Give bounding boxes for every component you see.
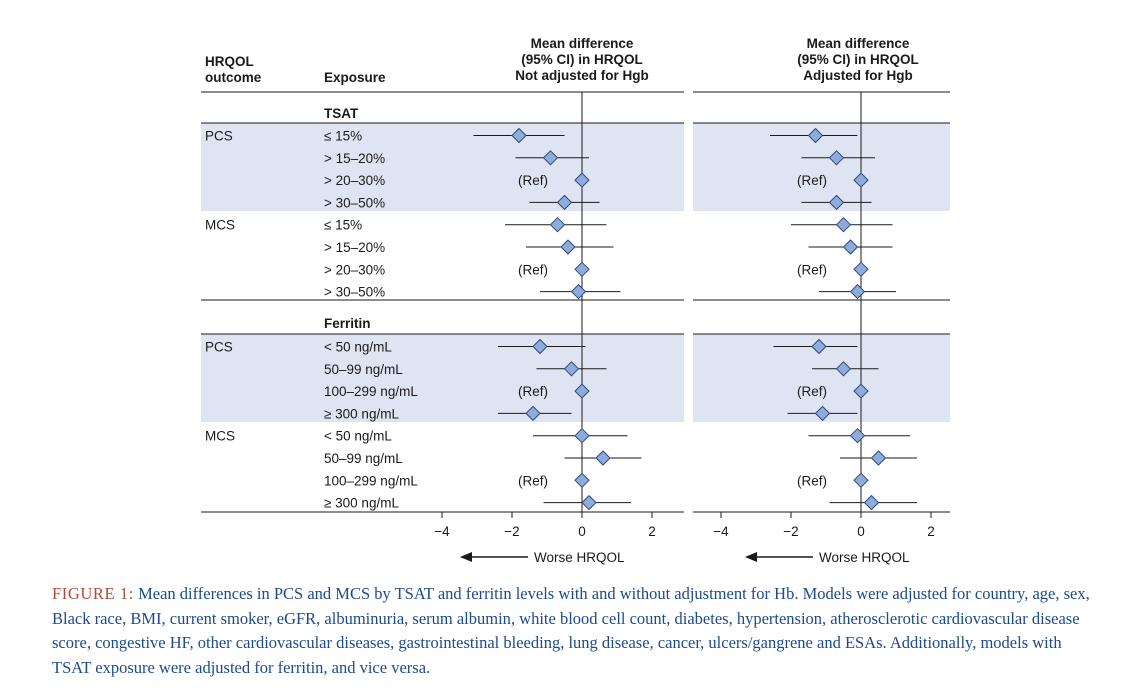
estimate-marker: [525, 405, 541, 422]
header-adjusted: Adjusted for Hgb: [803, 68, 913, 83]
x-tick-label: −2: [504, 524, 519, 539]
estimate-marker: [574, 172, 590, 188]
estimate-marker: [563, 361, 580, 377]
group-label-ferritin: Ferritin: [324, 316, 371, 331]
estimate-marker: [849, 427, 866, 444]
header-unadjusted: Not adjusted for Hgb: [515, 68, 649, 83]
estimate-marker: [560, 239, 576, 255]
x-tick-label: 0: [578, 524, 586, 539]
exposure-label: > 20–30%: [324, 262, 385, 277]
estimate-marker: [811, 338, 827, 355]
worse-arrow-head: [460, 552, 472, 562]
estimate-marker: [574, 472, 590, 489]
caption-label: FIGURE 1:: [52, 584, 134, 603]
exposure-label: < 50 ng/mL: [324, 340, 392, 355]
exposure-label: 100–299 ng/mL: [324, 473, 418, 488]
header-unadjusted: (95% CI) in HRQOL: [521, 52, 643, 67]
ref-label: (Ref): [797, 173, 827, 188]
outcome-label-pcs: PCS: [205, 340, 233, 355]
estimate-marker: [532, 338, 548, 355]
pcs-band-tsat-right: [693, 123, 950, 211]
x-tick-label: −4: [434, 524, 450, 539]
ref-label: (Ref): [797, 384, 827, 399]
outcome-label-mcs: MCS: [205, 429, 235, 444]
estimate-marker: [870, 450, 887, 466]
exposure-label: ≥ 300 ng/mL: [324, 406, 399, 421]
exposure-label: > 30–50%: [324, 285, 385, 300]
exposure-label: ≤ 15%: [324, 129, 362, 144]
estimate-marker: [556, 194, 573, 211]
ref-label: (Ref): [518, 473, 548, 488]
exposure-label: 100–299 ng/mL: [324, 384, 418, 399]
estimate-marker: [570, 283, 587, 300]
pcs-band-ferritin-left: [201, 334, 684, 422]
estimate-marker: [574, 427, 590, 444]
estimate-marker: [542, 150, 559, 166]
header-adjusted: (95% CI) in HRQOL: [797, 52, 919, 67]
header-adjusted: Mean difference: [807, 36, 910, 51]
header-outcome: outcome: [205, 70, 262, 85]
exposure-label: > 15–20%: [324, 240, 385, 255]
pcs-band-tsat-left: [201, 123, 684, 211]
estimate-marker: [853, 383, 869, 399]
x-tick-label: −2: [783, 524, 798, 539]
ref-label: (Ref): [518, 173, 548, 188]
estimate-marker: [853, 172, 869, 188]
exposure-label: ≥ 300 ng/mL: [324, 496, 399, 511]
figure-caption: FIGURE 1: Mean differences in PCS and MC…: [52, 582, 1092, 680]
ref-label: (Ref): [518, 262, 548, 277]
exposure-label: > 30–50%: [324, 195, 385, 210]
exposure-label: 50–99 ng/mL: [324, 451, 403, 466]
ref-label: (Ref): [797, 473, 827, 488]
group-label-tsat: TSAT: [324, 106, 359, 121]
caption-text: Mean differences in PCS and MCS by TSAT …: [52, 584, 1090, 677]
exposure-label: < 50 ng/mL: [324, 429, 392, 444]
outcome-label-pcs: PCS: [205, 129, 233, 144]
estimate-marker: [574, 261, 590, 278]
x-tick-label: 2: [648, 524, 656, 539]
worse-arrow-head: [745, 552, 757, 562]
estimate-marker: [828, 150, 845, 166]
estimate-marker: [853, 472, 869, 489]
estimate-marker: [511, 127, 527, 144]
x-tick-label: 2: [927, 524, 935, 539]
estimate-marker: [863, 494, 880, 511]
header-exposure: Exposure: [324, 70, 386, 85]
x-tick-label: −4: [713, 524, 729, 539]
header-outcome: HRQOL: [205, 54, 254, 69]
estimate-marker: [853, 261, 869, 278]
worse-hrqol-label: Worse HRQOL: [534, 550, 625, 565]
exposure-label: ≤ 15%: [324, 218, 362, 233]
x-tick-label: 0: [857, 524, 865, 539]
outcome-label-mcs: MCS: [205, 218, 235, 233]
estimate-marker: [842, 239, 859, 255]
estimate-marker: [549, 216, 566, 233]
estimate-marker: [574, 383, 590, 399]
exposure-label: 50–99 ng/mL: [324, 362, 403, 377]
exposure-label: > 15–20%: [324, 151, 385, 166]
estimate-marker: [814, 405, 831, 422]
estimate-marker: [807, 127, 824, 144]
estimate-marker: [595, 450, 611, 466]
ref-label: (Ref): [518, 384, 548, 399]
worse-hrqol-label: Worse HRQOL: [819, 550, 910, 565]
estimate-marker: [828, 194, 845, 211]
header-unadjusted: Mean difference: [531, 36, 634, 51]
estimate-marker: [835, 216, 852, 233]
estimate-marker: [581, 494, 597, 511]
exposure-label: > 20–30%: [324, 173, 385, 188]
ref-label: (Ref): [797, 262, 827, 277]
estimate-marker: [849, 283, 866, 300]
estimate-marker: [835, 361, 852, 377]
